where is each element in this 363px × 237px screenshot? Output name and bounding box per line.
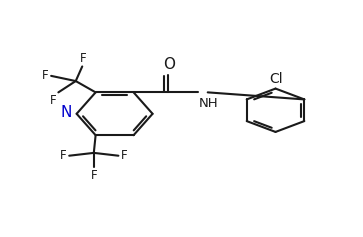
Text: N: N [61,105,72,120]
Text: F: F [50,94,56,107]
Text: NH: NH [199,97,219,109]
Text: O: O [163,57,175,72]
Text: F: F [42,69,48,82]
Text: F: F [60,149,66,162]
Text: F: F [121,149,128,162]
Text: Cl: Cl [269,72,283,86]
Text: F: F [79,52,86,64]
Text: F: F [90,169,97,182]
